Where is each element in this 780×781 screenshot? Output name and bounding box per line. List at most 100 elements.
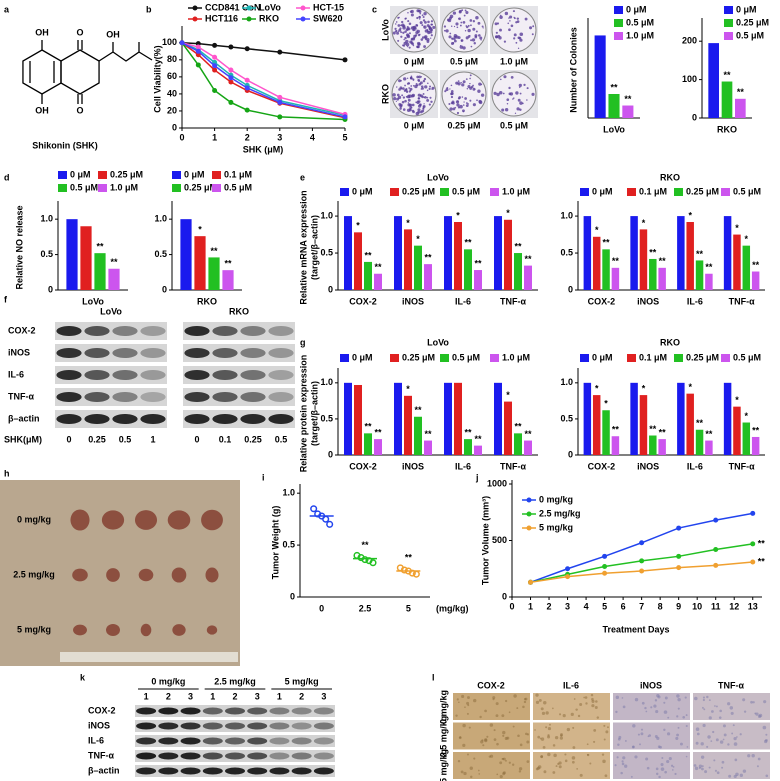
panel-label: j	[475, 472, 479, 482]
legend-swatch	[614, 32, 623, 40]
colony	[470, 45, 473, 48]
ihc-texture	[591, 699, 595, 703]
colony	[417, 93, 421, 97]
colony	[469, 77, 471, 80]
bar-annotation: *	[406, 384, 410, 394]
data-point	[322, 515, 330, 523]
colony	[508, 92, 512, 96]
ihc-texture	[762, 725, 767, 730]
row-label: 5 mg/kg	[438, 749, 448, 781]
ihc-texture	[566, 727, 571, 732]
caption: Shikonin (SHK)	[32, 140, 98, 150]
colony	[399, 86, 403, 90]
colony	[409, 89, 412, 92]
colony	[450, 25, 453, 27]
bar	[354, 384, 362, 455]
blot-band	[140, 326, 166, 336]
blot-band	[184, 326, 210, 336]
colony	[419, 21, 423, 25]
blot-band	[291, 737, 312, 745]
colony	[478, 82, 482, 86]
plate	[441, 71, 487, 117]
colony	[462, 80, 466, 84]
tumor	[70, 509, 90, 531]
ihc-texture	[467, 696, 470, 699]
colony	[395, 21, 398, 23]
x-tick-label: IL-6	[687, 296, 703, 306]
ihc-texture	[508, 711, 511, 714]
row-label: 0 mg/kg	[17, 514, 51, 524]
colony	[469, 19, 473, 22]
legend-label: 2.5 mg/kg	[539, 508, 581, 518]
blot-band	[56, 414, 82, 424]
data-point	[713, 547, 719, 553]
ihc-texture	[526, 740, 530, 744]
blot-band	[202, 722, 223, 730]
colony	[396, 93, 400, 97]
ihc-texture	[722, 738, 725, 741]
data-point	[342, 57, 348, 63]
ihc-texture	[695, 727, 700, 731]
colony	[482, 27, 484, 29]
tumor	[73, 624, 87, 636]
tumor	[106, 623, 120, 637]
blot-band	[158, 752, 179, 760]
colony	[402, 87, 405, 90]
colony	[478, 34, 481, 37]
column-label: COX-2	[477, 680, 505, 690]
blot-band	[291, 707, 312, 715]
colony	[499, 15, 503, 20]
colony	[407, 98, 411, 102]
blot-band	[184, 370, 210, 380]
colony	[412, 79, 415, 81]
ihc-texture	[707, 735, 711, 739]
legend-swatch	[98, 184, 107, 192]
blot-band	[247, 752, 268, 760]
blot-band	[313, 752, 334, 760]
bar-annotation: **	[752, 260, 760, 270]
plate	[491, 7, 537, 53]
colony	[429, 37, 432, 39]
colony	[404, 88, 408, 92]
ihc-texture	[639, 743, 641, 746]
x-tick-label: 10	[692, 601, 702, 611]
series-line	[181, 42, 346, 118]
ihc-texture	[559, 713, 562, 716]
data-point	[565, 566, 571, 572]
ihc-texture	[694, 696, 698, 701]
protein-label: TNF-α	[8, 391, 34, 401]
colony	[407, 11, 409, 14]
colony	[465, 25, 468, 27]
ihc-texture	[583, 696, 585, 699]
ihc-texture	[702, 696, 706, 699]
ihc-texture	[502, 734, 505, 737]
ihc-texture	[493, 738, 497, 742]
colony	[423, 103, 425, 105]
bar	[592, 236, 601, 290]
ihc-texture	[677, 707, 680, 710]
ihc-texture	[543, 701, 547, 705]
ihc-texture	[632, 724, 636, 728]
bar	[494, 382, 502, 455]
ihc-texture	[645, 757, 649, 761]
blot-band	[136, 752, 157, 760]
colony	[463, 101, 465, 103]
y-tick-label: 0	[162, 284, 167, 294]
chart-title: RKO	[660, 172, 680, 182]
colony	[416, 41, 421, 46]
legend-swatch	[58, 171, 67, 179]
colony	[476, 99, 478, 102]
bar-annotation: **	[96, 242, 104, 252]
ihc-texture	[615, 710, 618, 714]
ihc-texture	[676, 715, 679, 718]
legend-swatch	[340, 188, 349, 196]
colony	[409, 108, 412, 112]
ihc-texture	[586, 743, 589, 746]
ihc-texture	[733, 742, 738, 746]
ihc-texture	[644, 706, 647, 710]
y-tick-label: 0.5	[560, 413, 573, 423]
blot-strip	[183, 322, 295, 340]
bar	[677, 382, 685, 455]
legend-label: 0.5 μM	[452, 352, 480, 362]
colony	[423, 77, 427, 81]
